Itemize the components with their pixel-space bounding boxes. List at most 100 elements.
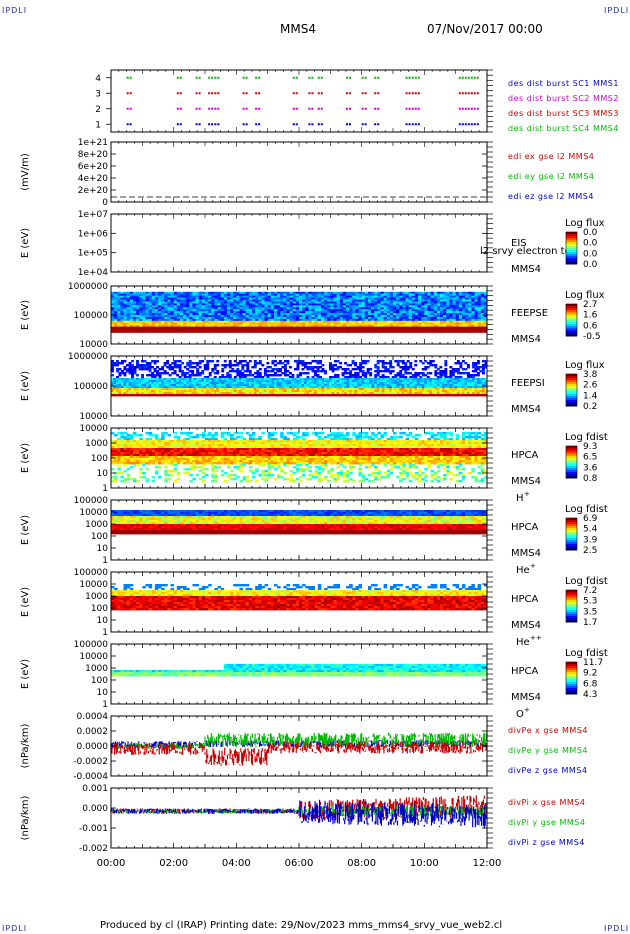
burst-mark	[461, 92, 464, 95]
species-label: He	[516, 637, 530, 648]
burst-mark	[408, 123, 411, 126]
colorbar-band	[566, 680, 577, 683]
legend-entry: edi ey gse l2 MMS4	[508, 172, 595, 181]
burst-mark	[349, 107, 351, 110]
colorbar-band	[566, 608, 577, 611]
y-tick-label: 100	[91, 676, 108, 686]
colorbar-title: Log fdist	[565, 576, 608, 587]
burst-mark	[473, 92, 476, 95]
burst-mark	[476, 107, 479, 110]
y-tick-label: -0.001	[79, 824, 108, 834]
burst-mark	[242, 107, 245, 110]
burst-mark	[417, 107, 420, 110]
colorbar-band	[566, 538, 577, 541]
burst-mark	[405, 123, 408, 126]
corner-label-bottom-left: IPDLI	[2, 924, 28, 933]
colorbar-title: Log flux	[565, 290, 605, 301]
y-tick-label: 10	[97, 469, 109, 479]
y-tick-label: 8e+20	[78, 150, 109, 160]
colorbar-tick-label: 3.6	[583, 463, 598, 473]
spacecraft-label: MMS4	[511, 476, 541, 487]
y-tick-label: -0.0002	[73, 757, 108, 767]
burst-mark	[211, 107, 214, 110]
colorbar-band	[566, 522, 577, 525]
colorbar-band	[566, 310, 577, 313]
x-tick-label: 06:00	[285, 858, 314, 869]
burst-mark	[461, 76, 464, 79]
burst-mark	[361, 92, 364, 95]
burst-mark	[405, 92, 408, 95]
spacecraft-label: MMS4	[511, 264, 541, 275]
spectrogram	[111, 584, 488, 611]
spacecraft-label: MMS4	[511, 548, 541, 559]
x-tick-label: 08:00	[347, 858, 376, 869]
colorbar-band	[566, 252, 577, 255]
burst-mark	[414, 107, 417, 110]
spacecraft-title: MMS4	[280, 22, 316, 36]
y-tick-label: 10	[97, 616, 109, 626]
burst-mark	[198, 107, 201, 110]
burst-mark	[364, 123, 367, 126]
instrument-label: HPCA	[511, 522, 539, 533]
burst-mark	[320, 107, 323, 110]
legend-entry: divPe y gse MMS4	[508, 746, 588, 755]
burst-mark	[320, 76, 323, 79]
burst-mark	[242, 123, 245, 126]
burst-mark	[349, 92, 351, 95]
burst-mark	[211, 76, 214, 79]
colorbar-band	[566, 470, 577, 473]
colorbar-band	[566, 236, 577, 239]
burst-mark	[295, 123, 298, 126]
colorbar-frame	[565, 517, 578, 551]
burst-mark	[214, 123, 217, 126]
colorbar-band	[566, 454, 577, 457]
colorbar-title: Log fdist	[565, 504, 608, 515]
colorbar-band	[566, 460, 577, 463]
colorbar-band	[566, 376, 577, 379]
y-tick-label: 100000	[74, 382, 109, 392]
colorbar-band	[566, 452, 577, 455]
colorbar-band	[566, 382, 577, 385]
burst-mark	[320, 92, 323, 95]
y-tick-label: -0.0004	[73, 772, 108, 782]
burst-mark	[208, 123, 211, 126]
colorbar-band	[566, 238, 577, 241]
series-line	[110, 799, 487, 828]
burst-mark	[346, 123, 348, 126]
burst-mark	[176, 107, 179, 110]
colorbar-band	[566, 544, 577, 547]
colorbar-tick-label: 2.5	[583, 546, 597, 556]
spectrogram	[111, 432, 488, 483]
burst-mark	[311, 76, 314, 79]
burst-mark	[476, 123, 479, 126]
burst-mark	[292, 92, 295, 95]
y-tick-label: 100000	[74, 640, 109, 650]
colorbar-band	[566, 542, 577, 545]
y-tick-label: 2e+20	[78, 186, 109, 196]
colorbar-band	[566, 312, 577, 315]
legend-entry: edi ex gse l2 MMS4	[508, 152, 594, 161]
burst-mark	[408, 107, 411, 110]
y-tick-label: 10000	[79, 652, 108, 662]
burst-mark	[458, 92, 461, 95]
y-tick-label: 1000000	[68, 282, 108, 292]
burst-mark	[295, 76, 298, 79]
species-label: O	[516, 709, 524, 720]
colorbar-band	[566, 462, 577, 465]
burst-mark	[470, 92, 473, 95]
y-tick-label: 100	[91, 532, 108, 542]
colorbar-tick-label: 3.8	[583, 370, 598, 380]
y-tick-label: 1	[95, 120, 101, 130]
colorbar-tick-label: 9.3	[583, 442, 597, 452]
y-axis-label: E (eV)	[20, 371, 31, 401]
colorbar-band	[566, 532, 577, 535]
colorbar-band	[566, 526, 577, 529]
spectrogram	[111, 664, 488, 677]
burst-mark	[458, 76, 461, 79]
colorbar-tick-label: 6.8	[583, 679, 598, 689]
burst-mark	[364, 107, 367, 110]
burst-mark	[361, 107, 364, 110]
colorbar-band	[566, 258, 577, 261]
burst-mark	[417, 123, 420, 126]
colorbar-band	[566, 666, 577, 669]
